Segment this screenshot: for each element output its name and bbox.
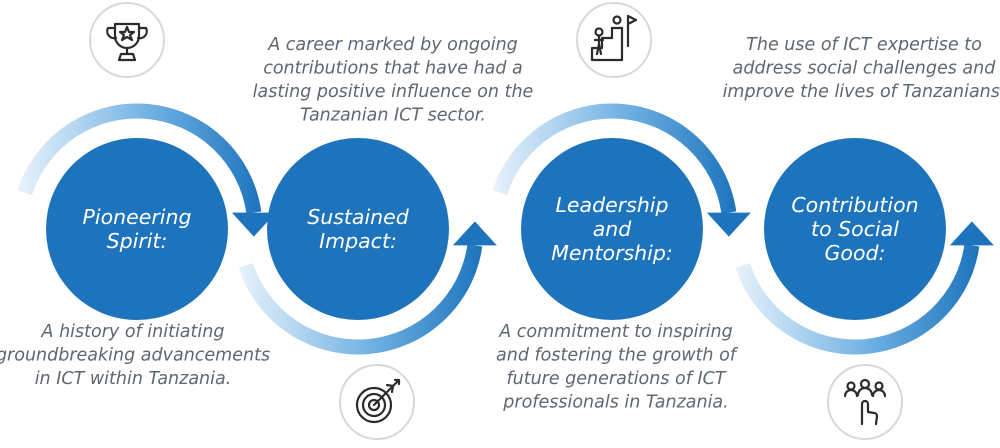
step-title-line: Pioneering xyxy=(83,205,192,229)
step-title-line: Spirit: xyxy=(107,229,168,253)
step-description-line: address social challenges and xyxy=(733,59,997,79)
climbing-team-flag-icon xyxy=(576,2,652,78)
step-description-line: A career marked by ongoing xyxy=(267,35,518,55)
people-touch-icon xyxy=(827,364,903,440)
step-title-line: Contribution xyxy=(791,193,918,217)
icon-badge xyxy=(576,2,652,78)
step-description-line: Tanzanian ICT sector. xyxy=(300,106,486,126)
step-description-line: professionals in Tanzania. xyxy=(502,393,728,413)
step-description-line: A commitment to inspiring xyxy=(498,322,732,342)
target-arrow-icon xyxy=(339,364,415,440)
connector-arc xyxy=(238,244,483,355)
arrowhead xyxy=(452,221,497,246)
step-description-line: future generations of ICT xyxy=(506,369,726,389)
step-title-line: to Social xyxy=(811,217,899,241)
arrowhead xyxy=(706,212,751,237)
step-title-line: Leadership xyxy=(555,193,668,217)
connector-arc xyxy=(17,103,262,214)
step-circle xyxy=(267,138,449,320)
step-circle xyxy=(521,138,703,320)
step-circle xyxy=(764,138,946,320)
connector-arc xyxy=(492,103,737,214)
step-description-line: groundbreaking advancements xyxy=(0,346,270,366)
connector-arrows xyxy=(17,103,994,355)
step-description-line: A history of initiating xyxy=(41,322,225,342)
arrowhead xyxy=(949,221,994,246)
step-icons xyxy=(89,2,903,440)
icon-badge xyxy=(89,2,165,78)
step-title-line: and xyxy=(593,217,633,241)
trophy-icon xyxy=(89,2,165,78)
step-circle xyxy=(46,138,228,320)
step-title-line: Good: xyxy=(825,241,886,265)
step-description-line: lasting positive influence on the xyxy=(253,82,534,102)
step-title-line: Sustained xyxy=(307,205,410,229)
step-title-line: Impact: xyxy=(319,229,397,253)
step-circles xyxy=(46,138,946,320)
step-title-line: Mentorship: xyxy=(551,241,673,265)
step-description-line: and fostering the growth of xyxy=(496,346,739,366)
step-descriptions: A history of initiating groundbreaking ad… xyxy=(0,35,1000,413)
step-description-line: in ICT within Tanzania. xyxy=(35,369,232,389)
arrowhead xyxy=(231,212,276,237)
step-description-line: improve the lives of Tanzanians. xyxy=(723,82,1000,102)
step-description-line: contributions that have had a xyxy=(263,59,523,79)
step-description-line: The use of ICT expertise to xyxy=(746,35,982,55)
connector-arc xyxy=(735,244,980,355)
